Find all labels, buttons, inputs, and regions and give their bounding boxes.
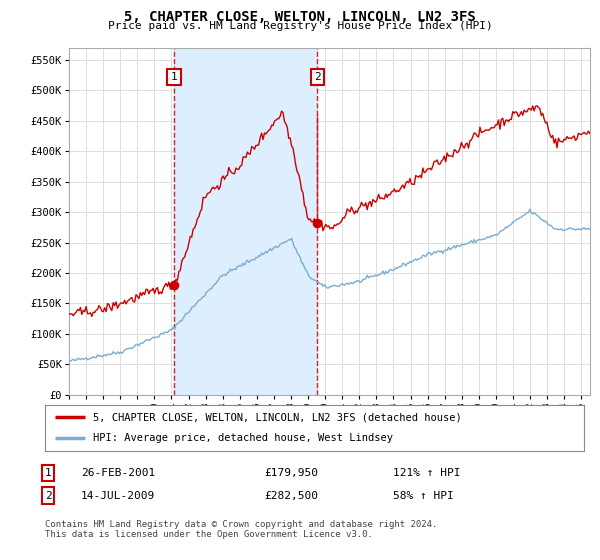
Text: 58% ↑ HPI: 58% ↑ HPI	[393, 491, 454, 501]
Text: 1: 1	[170, 72, 178, 82]
Text: 5, CHAPTER CLOSE, WELTON, LINCOLN, LN2 3FS: 5, CHAPTER CLOSE, WELTON, LINCOLN, LN2 3…	[124, 10, 476, 24]
Text: 2: 2	[314, 72, 320, 82]
Text: 14-JUL-2009: 14-JUL-2009	[81, 491, 155, 501]
Text: Contains HM Land Registry data © Crown copyright and database right 2024.
This d: Contains HM Land Registry data © Crown c…	[45, 520, 437, 539]
Text: HPI: Average price, detached house, West Lindsey: HPI: Average price, detached house, West…	[94, 433, 394, 444]
Text: 1: 1	[44, 468, 52, 478]
Text: 26-FEB-2001: 26-FEB-2001	[81, 468, 155, 478]
Text: 5, CHAPTER CLOSE, WELTON, LINCOLN, LN2 3FS (detached house): 5, CHAPTER CLOSE, WELTON, LINCOLN, LN2 3…	[94, 412, 462, 422]
Text: Price paid vs. HM Land Registry's House Price Index (HPI): Price paid vs. HM Land Registry's House …	[107, 21, 493, 31]
Text: 2: 2	[44, 491, 52, 501]
Bar	[174, 48, 317, 395]
Text: £282,500: £282,500	[264, 491, 318, 501]
Text: 121% ↑ HPI: 121% ↑ HPI	[393, 468, 461, 478]
Text: £179,950: £179,950	[264, 468, 318, 478]
